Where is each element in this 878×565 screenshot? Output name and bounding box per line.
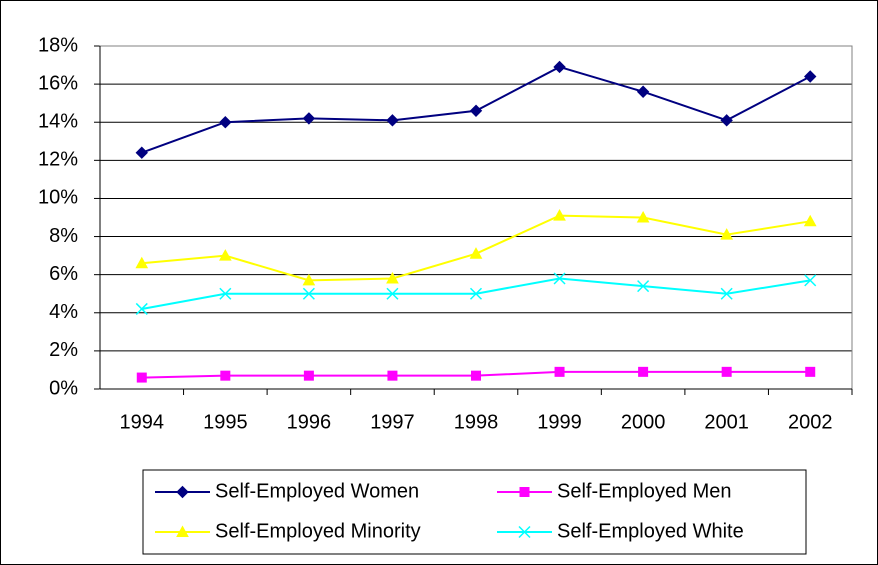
marker [302,287,315,300]
marker [386,287,399,300]
legend-box [142,469,807,555]
y-tick-label: 2% [49,339,78,361]
y-tick-label: 0% [49,377,78,399]
marker [135,302,148,315]
x-tick-label: 2002 [788,411,833,433]
x-tick-label: 1999 [537,411,582,433]
x-tick-label: 1995 [203,411,248,433]
y-tick-label: 8% [49,225,78,247]
marker [804,274,817,287]
x-tick-label: 1997 [370,411,415,433]
marker [553,209,566,221]
marker [638,366,649,377]
legend-marker [176,525,189,537]
legend-label: Self-Employed Minority [215,520,421,542]
marker [386,114,399,127]
marker [387,370,398,381]
marker [219,116,232,129]
marker [469,104,483,117]
legend-label: Self-Employed Men [557,480,732,502]
marker [469,247,483,259]
legend-marker [518,525,531,539]
y-tick-label: 12% [38,149,78,171]
marker [136,372,147,383]
legend-marker [519,487,530,497]
x-tick-label: 2001 [704,411,749,433]
marker [135,146,148,159]
marker [636,210,650,223]
marker [386,271,399,284]
y-tick-label: 4% [49,301,78,323]
marker [553,60,566,74]
marker [471,370,481,381]
marker [553,272,566,285]
y-tick-label: 6% [49,263,78,285]
marker [302,112,316,125]
y-tick-label: 16% [38,72,78,94]
marker [803,214,817,227]
y-tick-label: 10% [38,187,78,209]
marker [720,287,733,300]
marker [218,249,232,261]
marker [637,280,650,293]
x-tick-label: 1994 [120,411,165,433]
marker [135,256,149,269]
marker [219,287,232,300]
marker [805,366,816,377]
marker [303,370,314,381]
marker [721,366,732,377]
legend-label: Self-Employed White [557,520,744,542]
marker [804,70,817,83]
x-tick-label: 2000 [621,411,666,433]
y-tick-label: 18% [38,34,78,56]
marker [469,287,483,300]
x-tick-label: 1996 [287,411,332,433]
y-tick-label: 14% [38,111,78,133]
marker [554,366,565,377]
x-tick-label: 1998 [454,411,499,433]
marker [720,228,734,240]
legend-label: Self-Employed Women [215,480,419,502]
marker [302,273,316,286]
marker [220,370,231,381]
marker [720,114,733,127]
marker [636,85,650,98]
legend-marker [176,485,189,499]
